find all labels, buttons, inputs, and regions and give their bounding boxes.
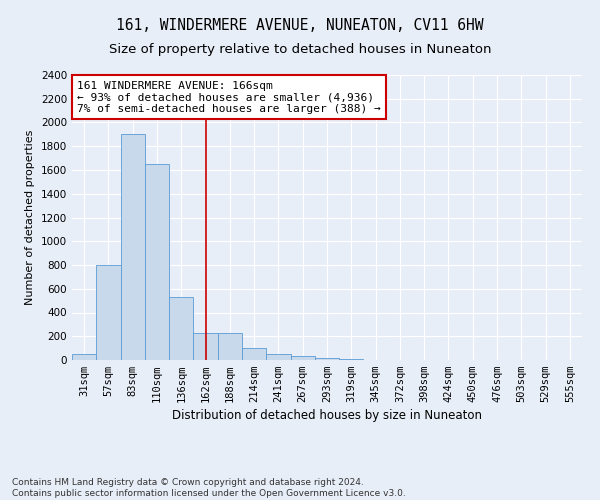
Bar [218, 332, 242, 360]
Text: 161 WINDERMERE AVENUE: 166sqm
← 93% of detached houses are smaller (4,936)
7% of: 161 WINDERMERE AVENUE: 166sqm ← 93% of d… [77, 80, 381, 114]
Bar [72, 354, 96, 360]
Text: Contains HM Land Registry data © Crown copyright and database right 2024.
Contai: Contains HM Land Registry data © Crown c… [12, 478, 406, 498]
Bar [290, 356, 315, 360]
Bar [315, 358, 339, 360]
Bar [145, 164, 169, 360]
Bar [266, 354, 290, 360]
Bar [242, 348, 266, 360]
Bar [193, 332, 218, 360]
X-axis label: Distribution of detached houses by size in Nuneaton: Distribution of detached houses by size … [172, 410, 482, 422]
Bar [169, 297, 193, 360]
Bar [96, 265, 121, 360]
Text: Size of property relative to detached houses in Nuneaton: Size of property relative to detached ho… [109, 42, 491, 56]
Y-axis label: Number of detached properties: Number of detached properties [25, 130, 35, 305]
Text: 161, WINDERMERE AVENUE, NUNEATON, CV11 6HW: 161, WINDERMERE AVENUE, NUNEATON, CV11 6… [116, 18, 484, 32]
Bar [121, 134, 145, 360]
